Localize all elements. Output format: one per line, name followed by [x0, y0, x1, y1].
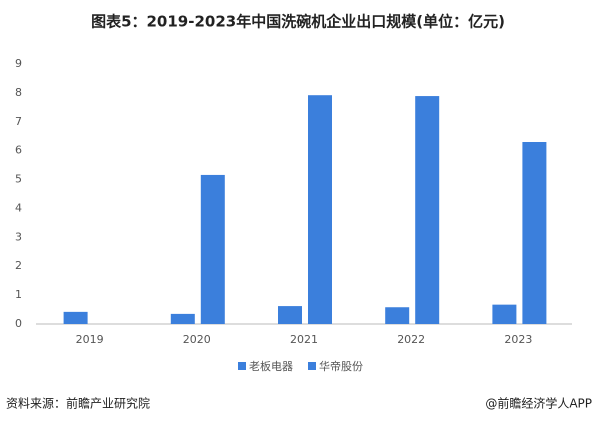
source: 资料来源：前瞻产业研究院	[6, 396, 150, 411]
x-tick-label: 2023	[504, 333, 532, 346]
credit: @前瞻经济学人APP	[485, 396, 592, 411]
bar	[170, 313, 195, 324]
y-tick-label: 3	[15, 230, 22, 243]
bar	[522, 142, 547, 324]
bar	[278, 306, 302, 324]
y-tick-label: 7	[15, 115, 22, 128]
y-tick-label: 6	[15, 144, 22, 157]
bar	[200, 174, 225, 324]
x-tick-label: 2021	[290, 333, 318, 346]
y-tick-label: 0	[15, 317, 22, 330]
bar	[308, 95, 332, 324]
y-tick-label: 9	[15, 57, 22, 70]
legend-label: 老板电器	[249, 359, 293, 373]
bar	[415, 96, 440, 324]
y-tick-label: 5	[15, 173, 22, 186]
y-tick-label: 4	[15, 201, 22, 214]
bar	[63, 311, 88, 324]
y-tick-label: 8	[15, 86, 22, 99]
legend-swatch	[308, 362, 316, 370]
x-tick-label: 2022	[397, 333, 425, 346]
x-tick-label: 2020	[183, 333, 211, 346]
bar	[492, 304, 517, 324]
y-tick-label: 2	[15, 259, 22, 272]
legend-label: 华帝股份	[319, 359, 363, 373]
legend-swatch	[238, 362, 246, 370]
y-tick-label: 1	[15, 288, 22, 301]
chart-title: 图表5：2019-2023年中国洗碗机企业出口规模(单位：亿元)	[91, 13, 505, 31]
bar	[385, 307, 410, 324]
x-tick-label: 2019	[76, 333, 104, 346]
